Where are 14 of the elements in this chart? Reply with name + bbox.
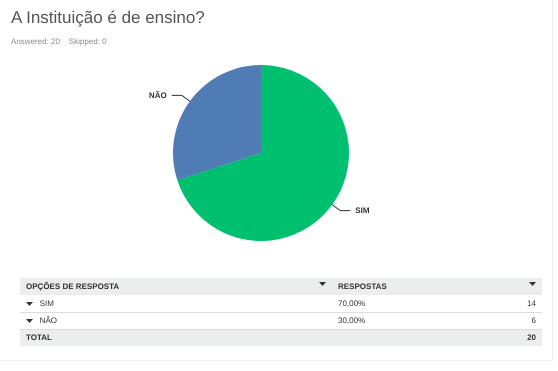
category-label: SIM [40, 298, 54, 308]
slice-label: SIM [355, 206, 370, 216]
text: 6 [468, 312, 542, 329]
text: 70,00% [332, 295, 469, 312]
text: TOTAL [20, 329, 332, 346]
text: Answered: 20 Skipped: 0 [11, 37, 107, 46]
text: OPÇÕES DE RESPOSTA [20, 278, 332, 295]
category-label: NÃO [40, 316, 58, 325]
text: 14 [468, 295, 542, 312]
text: RESPOSTAS [332, 278, 542, 295]
text: 20 [332, 329, 542, 346]
chart-title: A Instituição é de ensino? [11, 8, 205, 28]
slice-label: NÃO [148, 90, 167, 100]
text: 30,00% [332, 312, 469, 329]
